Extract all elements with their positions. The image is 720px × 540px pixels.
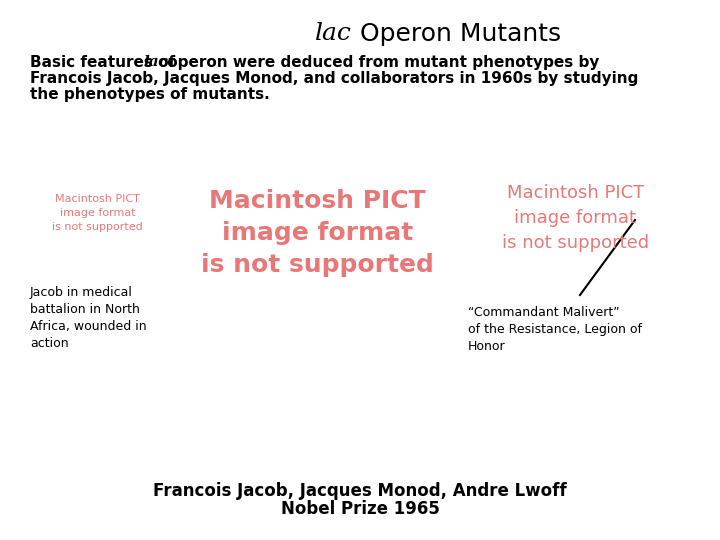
Text: the phenotypes of mutants.: the phenotypes of mutants. (30, 87, 270, 102)
Text: Francois Jacob, Jacques Monod, Andre Lwoff: Francois Jacob, Jacques Monod, Andre Lwo… (153, 482, 567, 500)
Text: Macintosh PICT
image format
is not supported: Macintosh PICT image format is not suppo… (52, 194, 143, 232)
Text: lac: lac (143, 55, 168, 69)
Text: “Commandant Malivert”
of the Resistance, Legion of
Honor: “Commandant Malivert” of the Resistance,… (468, 306, 642, 353)
Text: Macintosh PICT
image format
is not supported: Macintosh PICT image format is not suppo… (201, 190, 434, 276)
Text: operon were deduced from mutant phenotypes by: operon were deduced from mutant phenotyp… (162, 55, 600, 70)
Text: Jacob in medical
battalion in North
Africa, wounded in
action: Jacob in medical battalion in North Afri… (30, 286, 147, 350)
Text: Francois Jacob, Jacques Monod, and collaborators in 1960s by studying: Francois Jacob, Jacques Monod, and colla… (30, 71, 639, 86)
Text: Basic features of: Basic features of (30, 55, 181, 70)
Text: Macintosh PICT
image format
is not supported: Macintosh PICT image format is not suppo… (502, 184, 649, 252)
Text: lac: lac (315, 22, 352, 45)
Text: Operon Mutants: Operon Mutants (352, 22, 561, 46)
Text: Nobel Prize 1965: Nobel Prize 1965 (281, 500, 439, 518)
